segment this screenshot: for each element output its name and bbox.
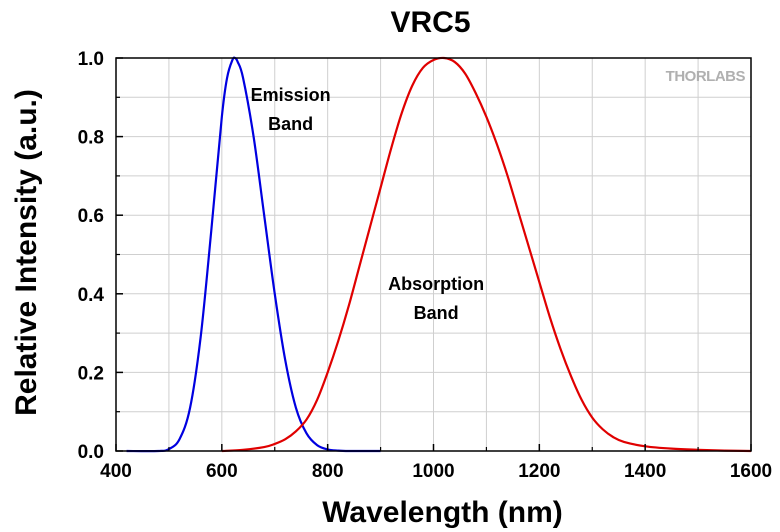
y-tick-label: 0.8 xyxy=(78,128,104,149)
series-line-1 xyxy=(221,56,752,453)
y-tick-label: 1.0 xyxy=(78,49,104,70)
y-tick-label: 0.6 xyxy=(78,206,104,227)
grid xyxy=(116,58,751,451)
annotation-line: Absorption xyxy=(388,274,484,294)
annotation-line: Band xyxy=(414,303,459,323)
x-tick-label: 1400 xyxy=(624,461,666,482)
y-tick-label: 0.4 xyxy=(78,285,105,306)
y-axis-label: Relative Intensity (a.u.) xyxy=(10,89,43,416)
annotations: Emission Band Absorption Band xyxy=(251,85,485,323)
x-tick-labels: 400 600 800 1000 1200 1400 1600 xyxy=(100,461,772,482)
chart-title: VRC5 xyxy=(390,6,470,39)
x-tick-label: 1600 xyxy=(730,461,772,482)
y-tick-label: 0.2 xyxy=(78,363,104,384)
annotation-line: Emission xyxy=(251,85,331,105)
x-tick-label: 1000 xyxy=(412,461,454,482)
curves xyxy=(126,56,752,453)
x-tick-label: 600 xyxy=(206,461,238,482)
x-tick-label: 800 xyxy=(312,461,344,482)
thorlabs-logo: THORLABS xyxy=(666,68,746,85)
y-tick-label: 0.0 xyxy=(78,442,104,463)
ticks xyxy=(115,57,752,452)
x-tick-label: 400 xyxy=(100,461,132,482)
annotation-line: Band xyxy=(268,114,313,134)
x-tick-label: 1200 xyxy=(518,461,560,482)
series-line-0 xyxy=(126,56,381,453)
y-tick-labels: 0.0 0.2 0.4 0.6 0.8 1.0 xyxy=(78,49,105,463)
x-axis-label: Wavelength (nm) xyxy=(322,496,563,529)
